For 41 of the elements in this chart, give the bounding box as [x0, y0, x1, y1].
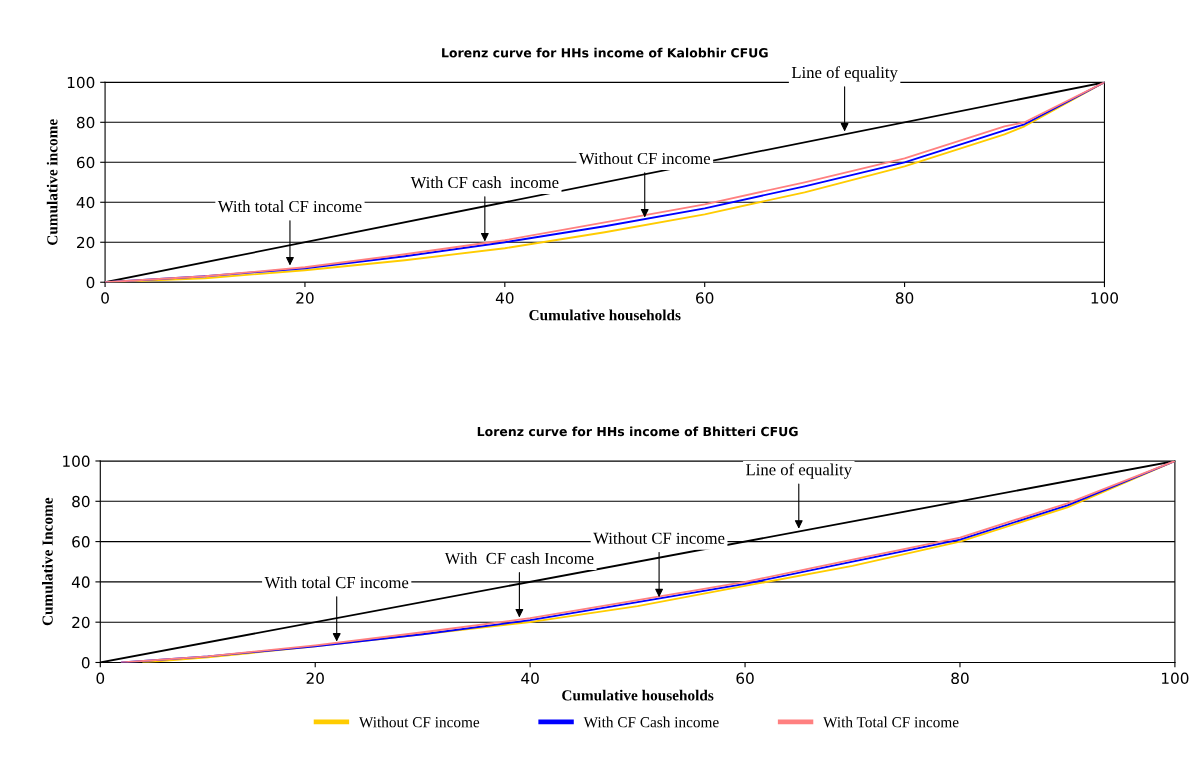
x-tick-label: 80 — [951, 672, 969, 685]
x-tick-label: 80 — [895, 292, 914, 304]
y-tick-label: 60 — [76, 156, 95, 169]
y-tick-label: 80 — [76, 116, 95, 129]
x-tick-label: 40 — [521, 672, 539, 685]
x-axis-title: Cumulative households — [529, 309, 681, 321]
y-axis-title: Cumulative income — [46, 119, 58, 245]
annotation: With CF cash income — [410, 176, 559, 189]
chart-title: Lorenz curve for HHs income of Bhitteri CFUG — [477, 426, 798, 437]
x-tick-label: 0 — [101, 292, 109, 304]
legend-label: With CF Cash income — [583, 716, 719, 728]
x-tick-label: 20 — [296, 292, 314, 304]
annotation: Line of equality — [791, 66, 898, 82]
annotation: With total CF income — [264, 576, 409, 589]
chart-title: Lorenz curve for HHs income of Kalobhir CFUG — [442, 47, 768, 58]
x-axis-title: Cumulative households — [562, 689, 714, 701]
y-tick-label: 100 — [63, 455, 90, 468]
legend-label: With Total CF income — [823, 716, 959, 728]
legend-label: Without CF income — [358, 716, 480, 728]
x-tick-label: 60 — [736, 672, 754, 685]
y-tick-label: 60 — [72, 536, 90, 548]
x-tick-label: 40 — [495, 292, 514, 304]
x-tick-label: 20 — [306, 672, 324, 685]
annotation: Without CF income — [578, 152, 711, 165]
x-tick-label: 100 — [1091, 292, 1119, 304]
y-tick-label: 100 — [67, 76, 95, 89]
x-tick-label: 60 — [696, 292, 714, 304]
annotation: With total CF income — [217, 200, 362, 213]
annotation: Line of equality — [746, 463, 852, 479]
y-tick-label: 0 — [81, 656, 90, 669]
annotation: Without CF income — [593, 532, 725, 544]
y-axis-title: Cumulative Income — [42, 497, 53, 626]
y-tick-label: 40 — [71, 576, 90, 588]
x-tick-label: 0 — [96, 672, 105, 685]
y-tick-label: 80 — [72, 495, 90, 508]
y-tick-label: 20 — [72, 616, 90, 629]
annotation: With CF cash Income — [444, 552, 594, 565]
y-tick-label: 20 — [77, 236, 95, 249]
y-tick-label: 40 — [76, 196, 95, 209]
y-tick-label: 0 — [86, 276, 95, 289]
x-tick-label: 100 — [1161, 672, 1189, 685]
